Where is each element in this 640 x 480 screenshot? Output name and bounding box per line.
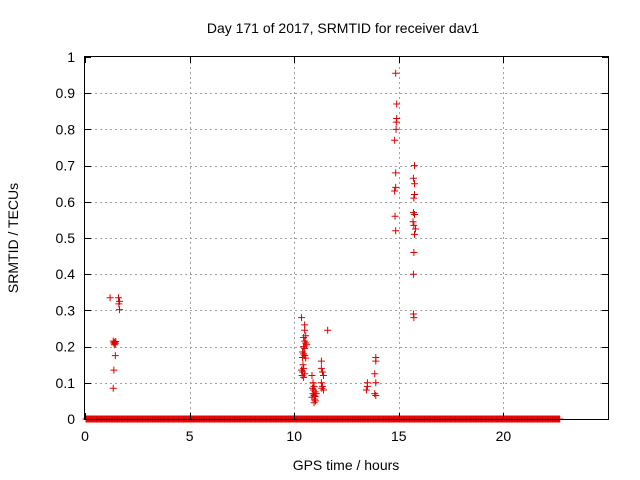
data-point (410, 180, 418, 188)
data-point (111, 338, 119, 346)
data-point (319, 372, 327, 380)
data-point (410, 210, 418, 218)
data-point (300, 373, 308, 381)
data-point (317, 357, 325, 365)
y-tick-label: 0.6 (56, 194, 76, 210)
data-point (410, 194, 418, 202)
data-point (391, 136, 399, 144)
data-point (324, 326, 332, 334)
data-point (410, 191, 418, 199)
data-point (392, 118, 400, 126)
data-point (371, 390, 379, 398)
data-point (109, 384, 117, 392)
data-point (300, 350, 308, 358)
data-point (392, 169, 400, 177)
y-tick-label: 0.7 (56, 158, 76, 174)
data-point (310, 382, 318, 390)
data-point (410, 221, 418, 229)
data-point (298, 314, 306, 322)
data-point (299, 353, 307, 361)
grid-lines (85, 57, 608, 419)
x-tick-label: 5 (186, 428, 194, 444)
data-point (362, 386, 370, 394)
data-point (302, 339, 310, 347)
data-point (300, 334, 308, 342)
data-point (372, 391, 380, 399)
data-point (372, 357, 380, 365)
data-point (409, 218, 417, 226)
data-point (311, 395, 319, 403)
data-point (298, 372, 306, 380)
x-axis-label: GPS time / hours (293, 457, 400, 473)
y-axis-label: SRMTID / TECUs (5, 183, 21, 293)
y-tick-label: 0 (67, 411, 75, 427)
data-point (392, 69, 400, 77)
data-point (319, 386, 327, 394)
data-point (412, 225, 420, 233)
data-point (312, 390, 320, 398)
x-tick-label: 20 (496, 428, 512, 444)
data-point (410, 248, 418, 256)
y-tick-label: 0.2 (56, 339, 76, 355)
data-point (363, 382, 371, 390)
data-point (392, 183, 400, 191)
data-point (392, 227, 400, 235)
data-point (391, 187, 399, 195)
y-tick-label: 0.9 (56, 85, 76, 101)
data-point (301, 337, 309, 345)
data-point (112, 338, 120, 346)
chart-title: Day 171 of 2017, SRMTID for receiver dav… (207, 20, 480, 36)
data-point (308, 372, 316, 380)
data-point (371, 370, 379, 378)
data-point (409, 270, 417, 278)
data-point (393, 100, 401, 108)
data-point (111, 352, 119, 360)
data-point (106, 294, 114, 302)
y-tick-label: 0.5 (56, 230, 76, 246)
y-tick-label: 0.4 (56, 266, 76, 282)
y-tick-label: 0.1 (56, 375, 76, 391)
data-point (318, 382, 326, 390)
data-point (392, 125, 400, 133)
data-point (302, 354, 310, 362)
data-point (317, 364, 325, 372)
data-point (409, 209, 417, 217)
data-point (410, 314, 418, 322)
x-tick-label: 10 (286, 428, 302, 444)
x-tick-label: 15 (391, 428, 407, 444)
data-point (299, 361, 307, 369)
data-point (372, 379, 380, 387)
data-point (300, 343, 308, 351)
y-tick-label: 1 (67, 49, 75, 65)
plot-frame (84, 56, 609, 420)
data-point (301, 344, 309, 352)
data-point (116, 306, 124, 314)
data-point (114, 294, 122, 302)
data-point (110, 366, 118, 374)
data-point (410, 230, 418, 238)
data-point (391, 212, 399, 220)
axis-ticks: 0 5 10 15 20 0 0.1 0.2 0.3 0.4 0.5 0.6 0.7 0.8 0.9 1 (56, 49, 608, 444)
data-point (312, 397, 320, 405)
data-point (318, 384, 326, 392)
data-point (318, 368, 326, 376)
data-point (301, 326, 309, 334)
y-tick-label: 0.3 (56, 302, 76, 318)
y-tick-label: 0.8 (56, 121, 76, 137)
x-tick-label: 0 (81, 428, 89, 444)
data-points (82, 69, 564, 423)
data-point (410, 162, 418, 170)
data-point (303, 341, 311, 349)
data-point (310, 399, 318, 407)
data-point (298, 366, 306, 374)
data-point (409, 174, 417, 182)
data-point (115, 300, 123, 308)
